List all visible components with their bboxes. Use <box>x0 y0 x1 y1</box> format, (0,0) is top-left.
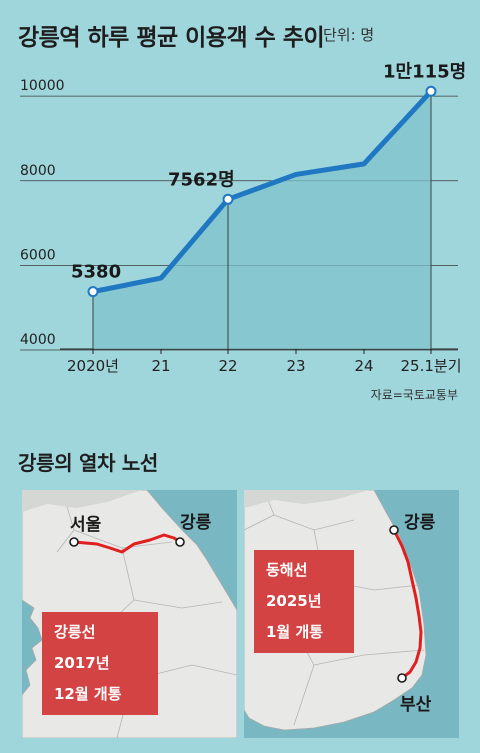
data-point <box>87 286 99 298</box>
chart-title: 강릉역 하루 평균 이용객 수 추이 <box>18 25 325 51</box>
city-label-seoul: 서울 <box>70 515 102 535</box>
seoul-marker <box>69 537 79 547</box>
series-line <box>92 89 433 295</box>
map-gangneung-line: 서울 강릉 강릉선 2017년 12월 개통 <box>22 490 237 738</box>
x-tick-label: 21 <box>151 357 170 375</box>
korea-region-lines <box>56 490 237 738</box>
y-tick-label: 8000 <box>20 163 56 179</box>
x-tick-label: 2020년 <box>67 357 119 375</box>
data-label: 5380 <box>71 262 121 283</box>
y-tick-label: 10000 <box>20 78 65 94</box>
data-point <box>222 193 234 205</box>
unit-label: 단위: 명 <box>323 26 375 44</box>
route-name: 강릉선 <box>54 623 96 641</box>
route-info-card: 동해선 2025년 1월 개통 <box>254 550 354 653</box>
north-land-shape <box>22 490 142 512</box>
north-land-shape <box>244 490 369 508</box>
line-chart: 5380 7562명 1만115명 2020년 21 22 23 24 25.1분기 4000… <box>20 61 466 375</box>
data-label: 1만115명 <box>383 61 466 82</box>
chart-area-fill <box>93 91 431 350</box>
busan-marker <box>397 673 407 683</box>
data-point <box>425 85 437 97</box>
route-year: 2025년 <box>266 592 322 610</box>
route-name: 동해선 <box>266 561 308 579</box>
route-info-card: 강릉선 2017년 12월 개통 <box>42 612 158 715</box>
y-tick-label: 4000 <box>20 332 56 348</box>
gangneung-line-route <box>73 533 181 554</box>
section-title: 강릉의 열차 노선 <box>18 451 159 475</box>
x-tick-label: 24 <box>354 357 373 375</box>
donghae-line-route <box>392 529 423 680</box>
x-tick-label: 23 <box>286 357 305 375</box>
route-year: 2017년 <box>54 654 110 672</box>
city-label-gangneung: 강릉 <box>404 513 436 533</box>
x-tick-label: 22 <box>218 357 237 375</box>
gangneung-marker <box>389 525 399 535</box>
route-month: 12월 개통 <box>54 685 122 703</box>
city-label-busan: 부산 <box>400 695 432 715</box>
x-tick-label: 25.1분기 <box>401 357 462 375</box>
city-label-gangneung: 강릉 <box>180 513 212 533</box>
data-label: 7562명 <box>168 169 235 190</box>
route-month: 1월 개통 <box>266 623 324 641</box>
map-donghae-line: 강릉 부산 동해선 2025년 1월 개통 <box>244 490 459 738</box>
source-note: 자료=국토교통부 <box>370 388 458 402</box>
gangneung-marker <box>175 537 185 547</box>
y-tick-label: 6000 <box>20 247 56 263</box>
